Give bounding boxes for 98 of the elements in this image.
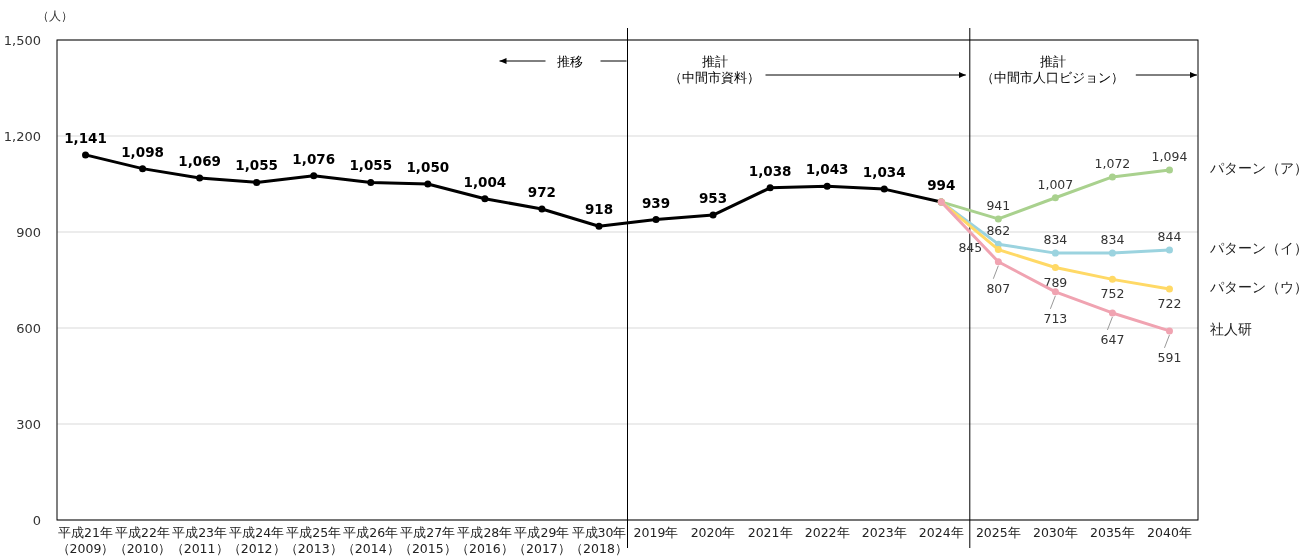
x-tick-label: 2019年: [633, 525, 679, 540]
point: [82, 151, 90, 159]
point: [310, 172, 318, 180]
data-label: 591: [1157, 349, 1182, 365]
annotation: 推移: [556, 54, 583, 69]
point: [196, 174, 204, 182]
point: [1165, 285, 1173, 293]
text: 社人研: [1210, 320, 1252, 337]
y-tick-label: 1,200: [3, 129, 41, 144]
data-label: 994: [927, 176, 956, 193]
data-label: 941: [986, 197, 1011, 213]
y-axis-title: （人）: [37, 9, 73, 23]
data-label: 1,004: [463, 173, 507, 190]
x-tick-label: 2025年: [975, 525, 1021, 540]
x-tick-label: 2035年: [1090, 525, 1135, 540]
y-tick-label: 600: [16, 321, 41, 336]
data-label: 1,034: [862, 164, 906, 181]
point: [253, 178, 261, 186]
text: パターン（イ）: [1210, 239, 1299, 256]
data-label: 834: [1100, 232, 1125, 248]
point: [1051, 194, 1059, 202]
x-tick-label: 平成21年（2009）: [56, 525, 115, 556]
point: [994, 246, 1002, 254]
x-tick-label: 平成22年（2010）: [113, 525, 172, 556]
x-tick-label: 2030年: [1032, 525, 1078, 540]
x-tick-label: 2021年: [747, 525, 793, 540]
point: [709, 211, 717, 219]
data-label: 789: [1043, 274, 1068, 290]
point: [481, 195, 489, 203]
point: [652, 216, 660, 224]
y-tick-label: 0: [32, 513, 41, 528]
x-tick-label: 2020年: [690, 525, 736, 540]
x-tick-label: 2024年: [918, 525, 964, 540]
data-label: 1,055: [235, 157, 279, 174]
point: [538, 205, 546, 213]
point: [1165, 166, 1173, 174]
data-label: 752: [1100, 286, 1125, 302]
point: [1108, 275, 1116, 283]
x-tick-label: 2023年: [861, 525, 907, 540]
text: パターン（ア）: [1210, 159, 1299, 176]
data-label: 1,076: [292, 150, 336, 167]
point: [823, 182, 831, 190]
point: [1051, 264, 1059, 272]
data-label: 939: [641, 194, 671, 211]
data-label: 647: [1100, 331, 1125, 347]
x-tick-label: 平成25年（2013）: [284, 525, 343, 556]
point: [994, 215, 1002, 223]
arrow-annotation: 推計（中間市人口ビジョン）: [981, 54, 1198, 85]
annotation: 推計（中間市資料）: [669, 54, 760, 85]
data-label: 1,098: [121, 143, 164, 160]
point: [1108, 249, 1116, 257]
data-label: 1,072: [1094, 155, 1131, 171]
point: [1051, 288, 1059, 296]
point: [367, 178, 375, 186]
data-label: 1,094: [1151, 148, 1188, 164]
data-label: 972: [527, 183, 557, 200]
point: [880, 185, 888, 193]
data-label: 722: [1157, 295, 1182, 311]
data-label: 807: [986, 280, 1011, 296]
y-tick-label: 300: [16, 417, 41, 432]
point: [139, 165, 147, 173]
x-tick-label: 平成29年（2017）: [513, 525, 571, 556]
annotation: 推計（中間市人口ビジョン）: [981, 54, 1125, 85]
arrow-annotation: 推計（中間市資料）: [669, 54, 967, 85]
data-label: 844: [1157, 228, 1182, 244]
point: [994, 258, 1002, 266]
x-tick-label: 平成27年（2015）: [398, 525, 457, 556]
data-label: 1,050: [406, 159, 450, 175]
x-tick-label: 平成26年（2014）: [341, 525, 400, 556]
x-tick-label: 平成28年（2016）: [455, 525, 514, 556]
data-label: 862: [986, 223, 1011, 239]
point: [1051, 249, 1059, 257]
y-tick-label: 1,500: [3, 33, 41, 48]
data-label: 1,043: [805, 161, 849, 178]
data-label: 953: [698, 190, 728, 207]
data-label: 1,007: [1037, 176, 1074, 192]
point: [424, 180, 432, 188]
data-label: 1,038: [748, 162, 792, 179]
x-tick-label: 平成30年（2018）: [570, 525, 628, 556]
point: [1165, 327, 1173, 335]
data-label: 834: [1043, 232, 1068, 248]
x-tick-label: 2040年: [1147, 525, 1192, 540]
x-tick-label: 平成24年（2012）: [227, 525, 286, 556]
text: パターン（ウ）: [1210, 278, 1299, 295]
x-tick-label: 2022年: [804, 525, 850, 540]
arrow-annotation: 推移: [499, 54, 627, 69]
data-label: 918: [584, 201, 614, 218]
point: [1108, 173, 1116, 181]
point: [1108, 309, 1116, 317]
data-label: 1,069: [178, 152, 221, 169]
y-tick-label: 900: [16, 225, 41, 240]
data-label: 713: [1043, 310, 1068, 326]
point: [766, 184, 774, 192]
x-tick-label: 平成23年（2011）: [170, 525, 229, 556]
point: [595, 222, 603, 230]
point: [1165, 246, 1173, 254]
data-label: 1,141: [64, 129, 107, 146]
data-label: 1,055: [349, 157, 393, 174]
